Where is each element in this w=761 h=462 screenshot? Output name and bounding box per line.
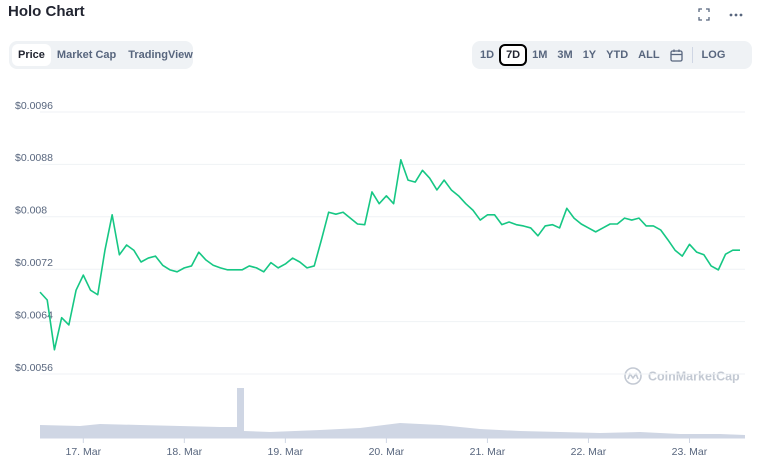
x-tick-label: 20. Mar xyxy=(369,446,405,458)
fullscreen-icon[interactable] xyxy=(698,8,710,21)
calendar-icon xyxy=(670,49,683,62)
y-tick-label: $0.0056 xyxy=(15,362,53,374)
price-line xyxy=(39,159,740,351)
watermark: CoinMarketCap xyxy=(648,369,740,383)
range-button[interactable]: 1Y xyxy=(582,49,597,61)
range-button[interactable]: 7D xyxy=(499,44,528,66)
range-button[interactable]: ALL xyxy=(638,49,660,61)
tab-button[interactable]: Price xyxy=(12,44,51,66)
range-group: 1D 7D 1M 3M 1Y YTD ALL LOG xyxy=(472,41,752,69)
y-tick-label: $0.0088 xyxy=(15,152,53,164)
y-tick-label: $0.0096 xyxy=(15,100,53,112)
chart-title: Holo Chart xyxy=(8,3,85,20)
x-tick-label: 19. Mar xyxy=(268,446,304,458)
watermark-logo xyxy=(624,367,642,385)
y-tick-label: $0.0064 xyxy=(15,309,53,321)
x-tick-label: 18. Mar xyxy=(167,446,203,458)
log-button[interactable]: LOG xyxy=(701,49,726,61)
tab-button[interactable]: TradingView xyxy=(128,49,193,61)
tab-button[interactable]: Market Cap xyxy=(56,49,117,61)
x-tick-label: 23. Mar xyxy=(672,446,708,458)
range-button[interactable]: 1M xyxy=(532,49,548,61)
x-tick-label: 21. Mar xyxy=(470,446,506,458)
range-button[interactable]: 3M xyxy=(557,49,573,61)
x-tick-label: 22. Mar xyxy=(571,446,607,458)
y-tick-label: $0.008 xyxy=(15,205,47,217)
more-icon[interactable] xyxy=(729,13,743,17)
y-tick-label: $0.0072 xyxy=(15,257,53,269)
tab-group: Price Market Cap TradingView xyxy=(9,41,193,69)
volume-area xyxy=(40,388,745,438)
range-button[interactable]: YTD xyxy=(606,49,629,61)
range-button[interactable]: 1D xyxy=(480,49,495,61)
x-tick-label: 17. Mar xyxy=(65,446,101,458)
separator xyxy=(691,47,693,63)
calendar-button[interactable] xyxy=(665,44,689,66)
